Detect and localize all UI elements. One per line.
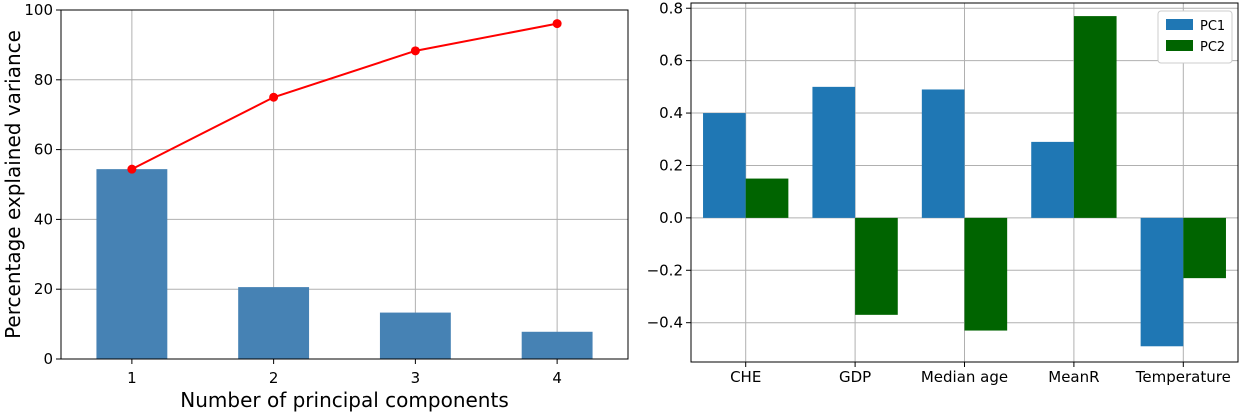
y-tick-label: 0.8 (659, 0, 683, 17)
cumulative-point (410, 46, 420, 56)
y-tick-label: 80 (34, 71, 53, 89)
x-tick-label: 4 (552, 369, 562, 387)
pc1-bar (1140, 217, 1184, 347)
cumulative-point (269, 92, 279, 102)
pc2-bar (745, 178, 789, 218)
y-tick-label: 100 (24, 1, 53, 19)
legend-label: PC1 (1200, 19, 1225, 34)
legend-swatch (1166, 19, 1193, 30)
legend-swatch (1166, 40, 1193, 51)
legend-label: PC2 (1200, 40, 1225, 55)
loadings-chart: CHE GDP Median age MeanR Temperature −0.4 −0.2… (647, 0, 1239, 386)
pc1-bar (921, 89, 965, 218)
pc1-bar (812, 86, 856, 218)
y-tick-label: 0.0 (659, 209, 683, 227)
pc1-bar (703, 113, 746, 218)
pc1-bar (1031, 141, 1074, 218)
x-axis-title: Number of principal components (180, 388, 508, 412)
plot-frame (60, 9, 629, 360)
x-tick-label: CHE (730, 368, 761, 386)
y-tick-label: 20 (34, 280, 53, 298)
cumulative-point (127, 164, 137, 174)
x-tick-label: Temperature (1135, 368, 1231, 386)
pc2-bar (964, 217, 1008, 331)
pc2-bar (855, 217, 898, 315)
y-tick-label: 0.4 (659, 104, 683, 122)
y-axis-title: Percentage explained variance (1, 30, 25, 339)
x-tick-label: GDP (839, 368, 871, 386)
variance-bar (96, 169, 168, 359)
y-tick-label: 60 (34, 141, 53, 159)
y-tick-label: 0.6 (659, 52, 683, 70)
pc2-bar (1183, 217, 1226, 279)
variance-bar (379, 312, 451, 359)
y-tick-label: 0 (43, 350, 53, 368)
y-tick-label: 0.2 (659, 156, 683, 174)
y-tick-label: 40 (34, 210, 53, 228)
y-tick-label: −0.2 (647, 261, 683, 279)
pc2-bar (1073, 16, 1117, 218)
cumulative-line (131, 22, 558, 171)
variance-bar (238, 287, 310, 359)
y-tick-label: −0.4 (647, 314, 683, 332)
x-tick-label: 1 (127, 369, 137, 387)
x-tick-label: 2 (269, 369, 279, 387)
variance-bar (521, 331, 593, 359)
x-tick-label: MeanR (1048, 368, 1099, 386)
cumulative-point (552, 19, 562, 29)
x-tick-label: Median age (921, 368, 1008, 386)
x-tick-label: 3 (411, 369, 421, 387)
